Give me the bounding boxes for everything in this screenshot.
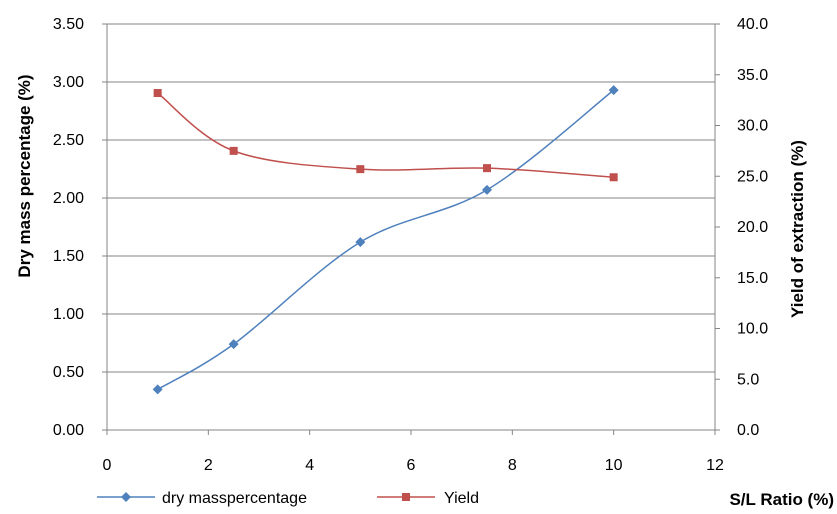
x-tick-label: 2: [204, 457, 213, 474]
data-point-yield: [229, 146, 238, 155]
y-left-tick-label: 0.00: [53, 422, 84, 439]
y-axis-right-title: Yield of extraction (%): [788, 140, 807, 318]
legend-square-marker: [402, 493, 410, 501]
y-left-tick-label: 3.50: [53, 16, 84, 33]
y-right-tick-label: 30.0: [737, 118, 768, 135]
series-line-yield: [157, 92, 614, 179]
y-left-tick-label: 0.50: [53, 364, 84, 381]
legend-label-dry-mass: dry masspercentage: [162, 490, 307, 507]
y-left-tick-label: 1.00: [53, 306, 84, 323]
data-point-yield: [609, 173, 618, 182]
x-tick-label: 10: [605, 457, 623, 474]
legend: dry masspercentage Yield: [97, 490, 479, 507]
legend-label-yield: Yield: [444, 490, 479, 507]
y-left-tick-label: 3.00: [53, 74, 84, 91]
data-point-yield: [483, 164, 491, 173]
legend-item-yield: Yield: [377, 490, 479, 507]
gridlines: [107, 23, 715, 431]
y-right-tick-label: 35.0: [737, 67, 768, 84]
data-point-dry-mass: [355, 237, 366, 248]
x-axis-title: S/L Ratio (%): [729, 490, 834, 509]
data-point-dry-mass: [228, 339, 239, 350]
x-tick-label: 12: [706, 457, 724, 474]
y-right-tick-label: 0.0: [737, 422, 759, 439]
data-point-dry-mass: [152, 384, 163, 395]
series-line-dry-mass: [157, 89, 615, 391]
y-left-tick-label: 2.50: [53, 132, 84, 149]
data-point-dry-mass: [482, 184, 492, 195]
axes: [102, 23, 720, 435]
x-tick-label: 8: [508, 457, 517, 474]
legend-diamond-marker: [121, 492, 131, 502]
y-left-tick-label: 2.00: [53, 190, 84, 207]
y-axis-left-title: Dry mass percentage (%): [15, 74, 34, 277]
y-right-tick-label: 25.0: [737, 168, 768, 185]
y-right-tick-label: 20.0: [737, 219, 768, 236]
tick-labels: 0.00 0.50 1.00 1.50 2.00 2.50 3.00 3.50 0.0 5.0 10…: [53, 16, 768, 474]
x-tick-label: 0: [103, 457, 112, 474]
x-tick-label: 6: [407, 457, 416, 474]
data-point-yield: [153, 89, 162, 98]
y-right-tick-label: 10.0: [737, 321, 768, 338]
y-right-tick-label: 40.0: [737, 16, 768, 33]
series: [152, 85, 619, 395]
y-right-tick-label: 5.0: [737, 371, 759, 388]
y-right-tick-label: 15.0: [737, 270, 768, 287]
y-left-tick-label: 1.50: [53, 248, 84, 265]
data-point-dry-mass: [608, 85, 619, 96]
legend-item-dry-mass: dry masspercentage: [97, 490, 307, 507]
data-point-yield: [356, 165, 365, 174]
x-tick-label: 4: [305, 457, 314, 474]
